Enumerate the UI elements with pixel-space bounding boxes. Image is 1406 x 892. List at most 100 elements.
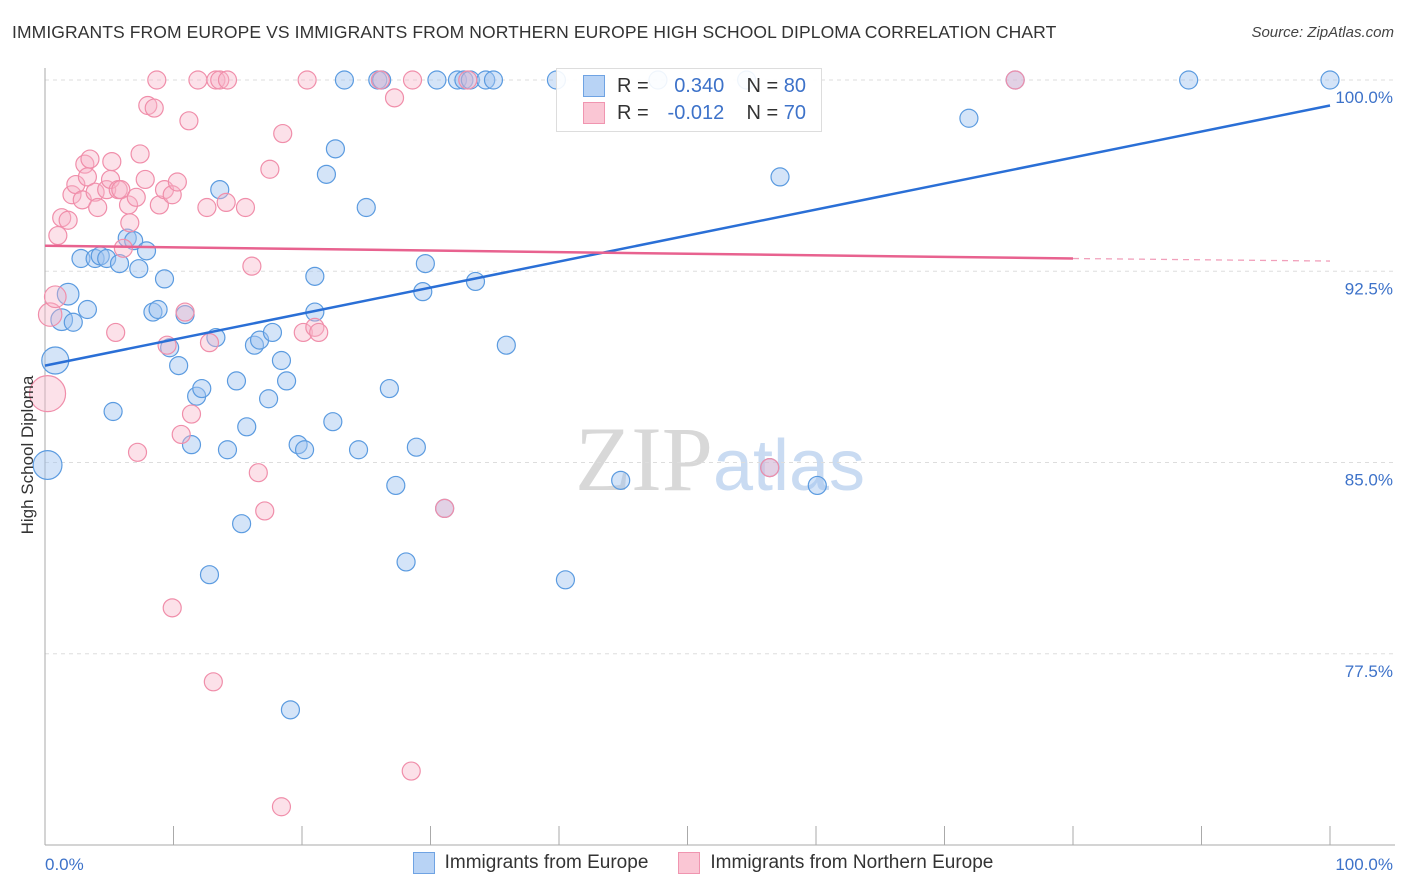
europe-point — [237, 417, 257, 437]
northern-europe-point — [309, 322, 329, 343]
legend-label: Immigrants from Northern Europe — [710, 852, 994, 873]
northern-europe-point — [401, 761, 421, 781]
europe-trend-line — [44, 104, 1331, 367]
europe-point — [316, 164, 337, 184]
n-label: N = — [746, 101, 779, 124]
europe-point — [396, 552, 416, 572]
y-tick-label: 77.5% — [1345, 662, 1393, 681]
northern-europe-point — [217, 70, 238, 90]
northern-europe-point — [127, 442, 148, 462]
blue-swatch — [583, 75, 605, 97]
legend-item-northern-europe[interactable]: Immigrants from Northern Europe — [678, 852, 993, 874]
chart-title: IMMIGRANTS FROM EUROPE VS IMMIGRANTS FRO… — [12, 22, 1057, 42]
northern-europe-point — [167, 172, 187, 192]
northern-europe-point — [135, 169, 155, 190]
europe-point — [959, 108, 979, 128]
europe-point — [97, 248, 117, 269]
northern-europe-point — [162, 598, 182, 618]
europe-point — [415, 254, 435, 274]
northern-europe-point — [188, 70, 208, 90]
northern-europe-point — [271, 797, 292, 817]
europe-point — [406, 437, 426, 457]
northern-europe-point — [111, 180, 131, 200]
northern-europe-point — [458, 70, 478, 90]
europe-point — [160, 338, 180, 358]
legend-row-northern-europe: R = -0.012 N = 70 — [583, 100, 806, 126]
europe-point — [276, 371, 297, 391]
pink-swatch — [678, 852, 701, 874]
europe-point — [288, 435, 308, 455]
europe-point — [483, 70, 504, 90]
europe-point — [334, 70, 355, 90]
europe-point — [262, 322, 283, 343]
europe-point — [71, 248, 91, 269]
stats-legend: R = 0.340 N = 80 R = -0.012 N = 70 — [556, 68, 822, 132]
europe-point — [770, 167, 790, 187]
europe-point — [154, 269, 175, 289]
europe-point — [496, 335, 516, 355]
europe-point — [77, 299, 98, 320]
northern-europe-point — [181, 404, 202, 424]
northern-europe-point — [162, 185, 182, 205]
europe-point — [85, 248, 105, 269]
northern-europe-point — [113, 238, 133, 258]
europe-point — [379, 378, 399, 399]
r-value: -0.012 — [667, 101, 725, 124]
northern-europe-point — [149, 195, 169, 215]
europe-point — [136, 241, 157, 261]
northern-europe-point — [97, 180, 117, 200]
northern-europe-point — [62, 185, 82, 205]
northern-europe-point — [197, 197, 217, 218]
northern-europe-point — [77, 167, 98, 187]
europe-point — [555, 570, 576, 590]
europe-point — [169, 356, 189, 376]
northern-europe-point — [102, 152, 122, 172]
northern-europe-point — [130, 144, 150, 164]
northern-europe-point — [216, 192, 236, 212]
northern-europe-point — [28, 375, 67, 413]
europe-point — [611, 470, 631, 490]
europe-point — [143, 302, 163, 322]
y-tick-label: 85.0% — [1345, 471, 1393, 490]
europe-point — [244, 335, 265, 355]
europe-point — [807, 475, 827, 496]
northern-europe-point — [85, 182, 105, 202]
europe-point — [232, 514, 252, 534]
northern-europe-point — [293, 322, 313, 343]
y-tick-label: 92.5% — [1345, 279, 1393, 298]
northern-europe-point — [248, 463, 268, 483]
europe-point — [280, 700, 301, 720]
r-label: R = — [617, 101, 649, 124]
pink-swatch — [583, 102, 605, 124]
europe-point — [323, 412, 343, 432]
europe-point — [356, 197, 376, 218]
northern-europe-point — [384, 88, 405, 108]
northern-europe-point — [37, 302, 63, 327]
northern-europe-point — [175, 302, 195, 322]
northern-europe-trend-line — [1072, 257, 1331, 262]
northern-europe-point — [144, 98, 164, 118]
northern-europe-point — [370, 70, 390, 90]
europe-point — [271, 350, 292, 371]
northern-europe-point — [199, 333, 220, 353]
europe-point — [305, 266, 325, 286]
northern-europe-point — [255, 501, 275, 521]
europe-point — [325, 139, 346, 159]
northern-europe-point — [203, 672, 223, 692]
northern-europe-point — [43, 285, 67, 309]
northern-europe-point — [147, 70, 167, 90]
europe-point — [226, 371, 247, 391]
northern-europe-point — [402, 70, 423, 90]
northern-europe-point — [297, 70, 317, 90]
northern-europe-point — [48, 225, 68, 246]
europe-point — [386, 475, 406, 496]
y-tick-label: 100.0% — [1335, 88, 1393, 107]
legend-row-europe: R = 0.340 N = 80 — [583, 73, 806, 99]
r-label: R = — [617, 74, 649, 97]
europe-point — [294, 440, 315, 460]
northern-europe-point — [210, 70, 230, 90]
northern-europe-point — [120, 213, 140, 233]
x-tick-label: 100.0% — [1335, 855, 1393, 874]
legend-item-europe[interactable]: Immigrants from Europe — [412, 852, 648, 874]
